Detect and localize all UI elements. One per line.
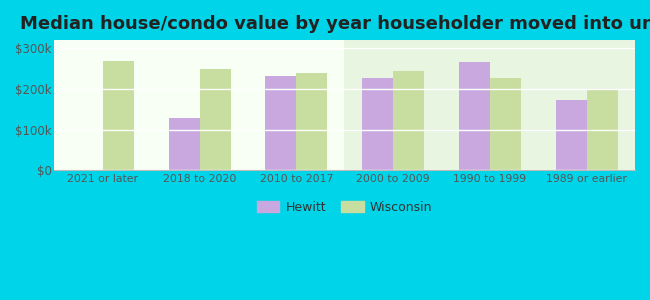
Title: Median house/condo value by year householder moved into unit: Median house/condo value by year househo…: [20, 15, 650, 33]
Bar: [459, 62, 490, 170]
Bar: [296, 74, 328, 170]
Bar: [265, 76, 296, 170]
Bar: [362, 77, 393, 170]
Bar: [200, 69, 231, 170]
Legend: Hewitt, Wisconsin: Hewitt, Wisconsin: [252, 196, 437, 219]
Bar: [103, 61, 134, 170]
Bar: [393, 71, 424, 170]
Bar: [168, 118, 200, 170]
Bar: [586, 90, 618, 170]
Bar: [490, 77, 521, 170]
Bar: [556, 100, 586, 170]
